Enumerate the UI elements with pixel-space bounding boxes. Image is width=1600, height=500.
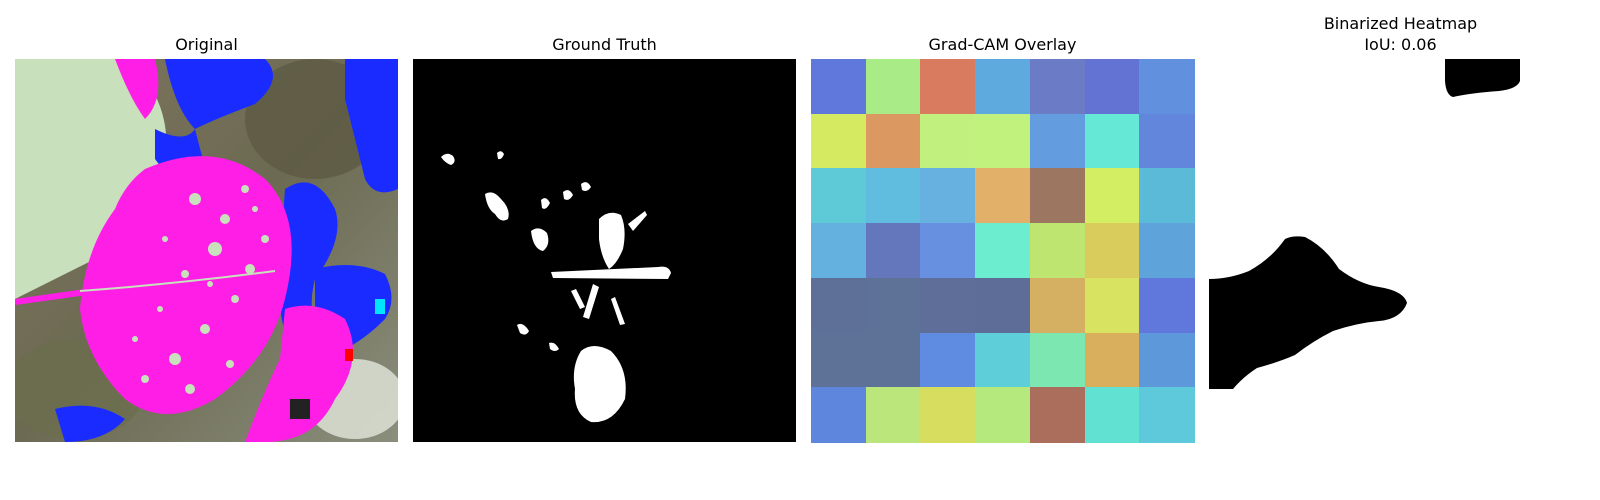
gradcam-cell: [865, 113, 922, 170]
gradcam-cell: [1029, 168, 1086, 225]
gradcam-cell: [1029, 277, 1086, 334]
ground-truth-title: Ground Truth: [552, 35, 657, 54]
gradcam-cell: [1084, 59, 1141, 115]
gradcam-cell: [975, 223, 1032, 280]
gradcam-cell: [865, 223, 922, 280]
original-image: [15, 59, 398, 442]
gradcam-overlay: [811, 59, 1196, 444]
gradcam-cell: [811, 113, 867, 170]
gradcam-cell: [1029, 59, 1086, 115]
gradcam-cell: [811, 387, 867, 444]
gradcam-cell: [1139, 223, 1196, 280]
gradcam-cell: [975, 168, 1032, 225]
gradcam-cell: [1139, 168, 1196, 225]
gradcam-cell: [1029, 223, 1086, 280]
gradcam-cell: [920, 332, 977, 389]
gradcam-cell: [811, 168, 867, 225]
gradcam-cell: [975, 332, 1032, 389]
gradcam-cell: [811, 223, 867, 280]
iou-label: IoU: 0.06: [1364, 35, 1437, 54]
gradcam-cell: [1139, 59, 1196, 115]
gradcam-cell: [975, 387, 1032, 444]
gradcam-cell: [1084, 223, 1141, 280]
gradcam-cell: [1139, 277, 1196, 334]
gradcam-cell: [1029, 113, 1086, 170]
original-title: Original: [175, 35, 238, 54]
gradcam-cell: [1139, 387, 1196, 444]
gradcam-cell: [920, 113, 977, 170]
binarized-title-line: Binarized Heatmap: [1323, 14, 1478, 33]
ground-truth-mask: [413, 59, 796, 442]
mask-region-top: [1445, 59, 1520, 97]
gradcam-title: Grad-CAM Overlay: [928, 35, 1077, 54]
gradcam-cell: [811, 59, 867, 115]
gradcam-cell: [1084, 113, 1141, 170]
gradcam-grid: [811, 59, 1196, 444]
gradcam-cell: [920, 168, 977, 225]
gradcam-cell: [920, 277, 977, 334]
gradcam-cell: [1029, 332, 1086, 389]
gradcam-cell: [1084, 387, 1141, 444]
binarized-heatmap: [1209, 59, 1592, 442]
gradcam-cell: [920, 387, 977, 444]
gradcam-cell: [975, 113, 1032, 170]
gradcam-cell: [811, 332, 867, 389]
gradcam-cell: [1139, 332, 1196, 389]
gradcam-cell: [1139, 113, 1196, 170]
mask-region-left: [1209, 236, 1407, 389]
gradcam-cell: [1084, 168, 1141, 225]
binarized-title: Binarized Heatmap IoU: 0.06: [1209, 13, 1592, 55]
gradcam-cell: [920, 223, 977, 280]
gradcam-cell: [865, 387, 922, 444]
gradcam-cell: [865, 59, 922, 115]
gradcam-cell: [811, 277, 867, 334]
gradcam-cell: [865, 168, 922, 225]
gradcam-cell: [1084, 332, 1141, 389]
gradcam-cell: [1029, 387, 1086, 444]
gradcam-cell: [920, 59, 977, 115]
gradcam-cell: [865, 277, 922, 334]
gradcam-cell: [865, 332, 922, 389]
gradcam-cell: [1084, 277, 1141, 334]
gradcam-cell: [975, 59, 1032, 115]
gradcam-cell: [975, 277, 1032, 334]
